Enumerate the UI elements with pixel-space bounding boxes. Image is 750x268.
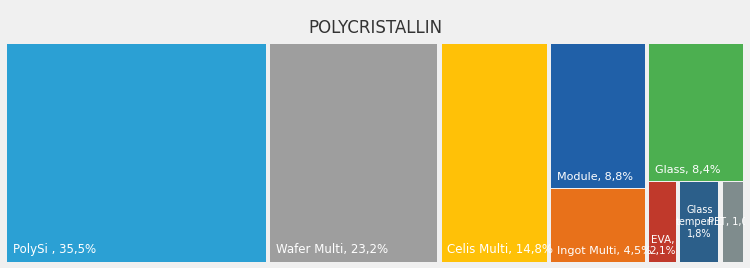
Text: Glass, 8,4%: Glass, 8,4% bbox=[656, 165, 721, 175]
Text: PolySi , 35,5%: PolySi , 35,5% bbox=[13, 244, 97, 256]
Text: EVA,
2,1%: EVA, 2,1% bbox=[650, 235, 676, 256]
Bar bbox=[551, 43, 645, 188]
Bar bbox=[650, 182, 676, 262]
Text: Module, 8,8%: Module, 8,8% bbox=[557, 172, 633, 182]
Text: Wafer Multi, 23,2%: Wafer Multi, 23,2% bbox=[276, 244, 388, 256]
Bar bbox=[680, 182, 718, 262]
Bar bbox=[8, 43, 266, 262]
Bar bbox=[722, 182, 742, 262]
Bar bbox=[442, 43, 547, 262]
Text: Ingot Multi, 4,5%: Ingot Multi, 4,5% bbox=[557, 247, 652, 256]
Text: PET, 1,0%: PET, 1,0% bbox=[708, 217, 750, 227]
Bar bbox=[270, 43, 437, 262]
Text: Celis Multi, 14,8%: Celis Multi, 14,8% bbox=[448, 244, 554, 256]
Text: Glass
temperi...
1,8%: Glass temperi... 1,8% bbox=[676, 206, 723, 239]
Text: POLYCRISTALLIN: POLYCRISTALLIN bbox=[308, 19, 442, 37]
Bar bbox=[650, 43, 742, 181]
Bar bbox=[551, 189, 645, 262]
